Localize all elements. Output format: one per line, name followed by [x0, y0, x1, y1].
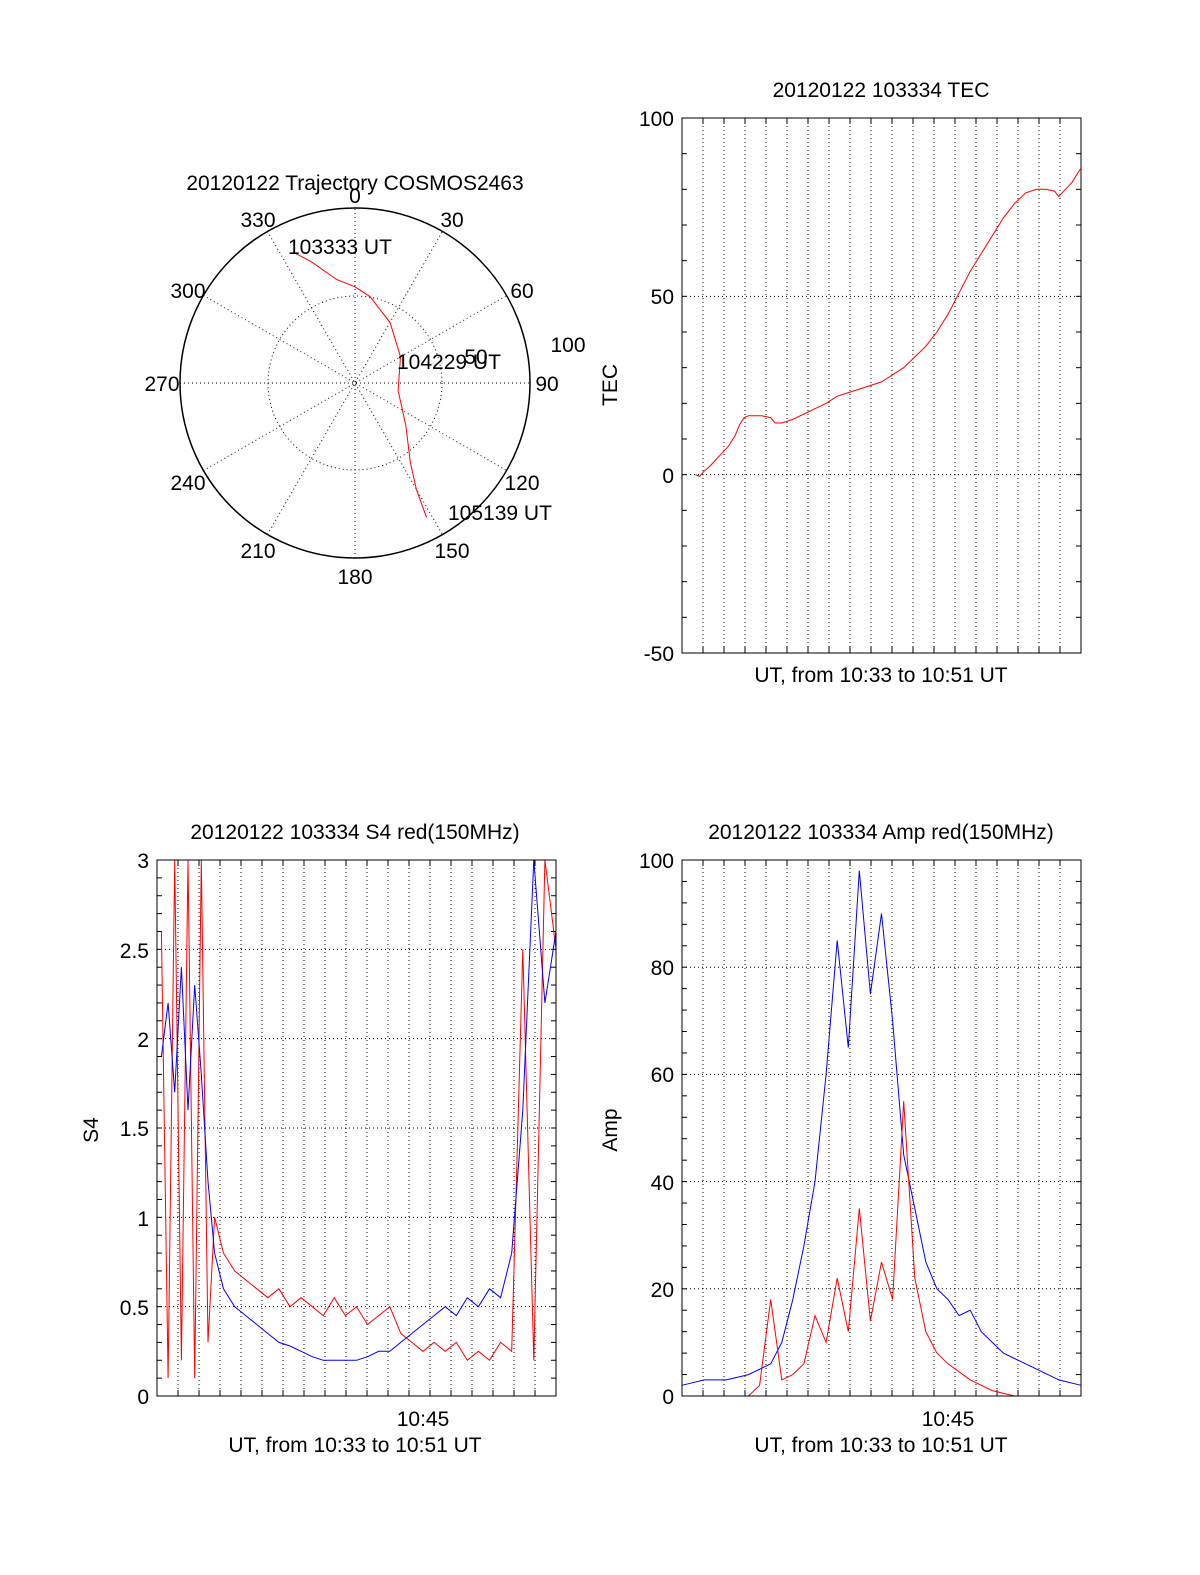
- amp-ytick-60: 60: [651, 1064, 674, 1087]
- azimuth-label-300: 300: [170, 280, 205, 303]
- tec-ytick-50: 50: [651, 286, 674, 309]
- s4-ytick-3: 3: [137, 850, 149, 873]
- tec-ytick-100: 100: [639, 108, 674, 131]
- tec-ticks: [682, 118, 1081, 653]
- radial-label-100: 100: [550, 334, 585, 357]
- s4-ytick-2: 2: [137, 1029, 149, 1052]
- amp-ytick-100: 100: [639, 850, 674, 873]
- azimuth-label-240: 240: [170, 472, 205, 495]
- azimuth-label-210: 210: [240, 540, 275, 563]
- amp-ytick-80: 80: [651, 957, 674, 980]
- s4-ytick-0.5: 0.5: [120, 1297, 149, 1320]
- tec-series-red: [695, 167, 1082, 477]
- polar-title: 20120122 Trajectory COSMOS2463: [186, 172, 523, 195]
- amp-ticks: [682, 860, 1081, 1396]
- tec-plot-frame: [681, 117, 1082, 654]
- polar-azimuth-labels: 0 30 60 90 120 150 180 210 240 270 300 3…: [144, 185, 558, 589]
- s4-ytick-1: 1: [137, 1208, 149, 1231]
- s4-series-red: [160, 859, 557, 1379]
- amp-ytick-40: 40: [651, 1172, 674, 1195]
- amp-ytick-20: 20: [651, 1279, 674, 1302]
- azimuth-label-30: 30: [440, 209, 463, 232]
- tec-ytick-0: 0: [662, 465, 674, 488]
- trajectory-line: [294, 252, 427, 518]
- amp-plot-frame: [681, 859, 1082, 1397]
- trajectory-start-label: 103333 UT: [288, 236, 392, 259]
- s4-xlabel: UT, from 10:33 to 10:51 UT: [228, 1434, 481, 1457]
- amp-series-blue: [681, 870, 1082, 1386]
- s4-xtick-1045: 10:45: [397, 1408, 450, 1431]
- s4-plot-frame: [156, 859, 557, 1397]
- s4-ticks: [157, 860, 556, 1396]
- azimuth-label-330: 330: [240, 209, 275, 232]
- azimuth-label-150: 150: [434, 540, 469, 563]
- s4-panel: 20120122 103334 S4 red(150MHz) 3 2.5 2 1…: [80, 821, 557, 1457]
- tec-ytick-minus50: -50: [644, 643, 674, 666]
- s4-title: 20120122 103334 S4 red(150MHz): [190, 821, 519, 844]
- s4-ytick-2.5: 2.5: [120, 940, 149, 963]
- tec-panel: 20120122 103334 TEC 100 50 0 -50 TEC UT,…: [599, 79, 1082, 687]
- amp-xtick-1045: 10:45: [922, 1408, 975, 1431]
- amp-panel: 20120122 103334 Amp red(150MHz) 100 80 6…: [599, 821, 1082, 1457]
- tec-grid: [682, 118, 1081, 653]
- polar-trajectory-panel: 20120122 Trajectory COSMOS2463 0 30 60 9…: [144, 172, 585, 589]
- tec-title: 20120122 103334 TEC: [773, 79, 990, 102]
- amp-series-red: [682, 1101, 1081, 1397]
- azimuth-label-120: 120: [504, 472, 539, 495]
- s4-ylabel: S4: [80, 1117, 103, 1143]
- s4-ytick-1.5: 1.5: [120, 1118, 149, 1141]
- azimuth-label-90: 90: [535, 373, 558, 396]
- azimuth-label-270: 270: [144, 373, 179, 396]
- s4-series-blue: [160, 859, 557, 1361]
- radial-label-50: 50: [464, 346, 487, 369]
- amp-ylabel: Amp: [599, 1108, 622, 1151]
- amp-xlabel: UT, from 10:33 to 10:51 UT: [754, 1434, 1007, 1457]
- azimuth-label-0: 0: [349, 185, 361, 208]
- tec-ylabel: TEC: [599, 364, 622, 406]
- azimuth-label-60: 60: [510, 280, 533, 303]
- s4-ytick-0: 0: [137, 1386, 149, 1409]
- s4-grid: [157, 860, 556, 1396]
- polar-inner-circle: [267, 295, 443, 471]
- tec-xlabel: UT, from 10:33 to 10:51 UT: [754, 664, 1007, 687]
- trajectory-end-label: 105139 UT: [448, 502, 552, 525]
- amp-ytick-0: 0: [662, 1386, 674, 1409]
- trajectory-mid-label: 104229 UT: [397, 351, 501, 374]
- amp-grid: [682, 860, 1081, 1396]
- azimuth-label-180: 180: [337, 566, 372, 589]
- amp-title: 20120122 103334 Amp red(150MHz): [708, 821, 1054, 844]
